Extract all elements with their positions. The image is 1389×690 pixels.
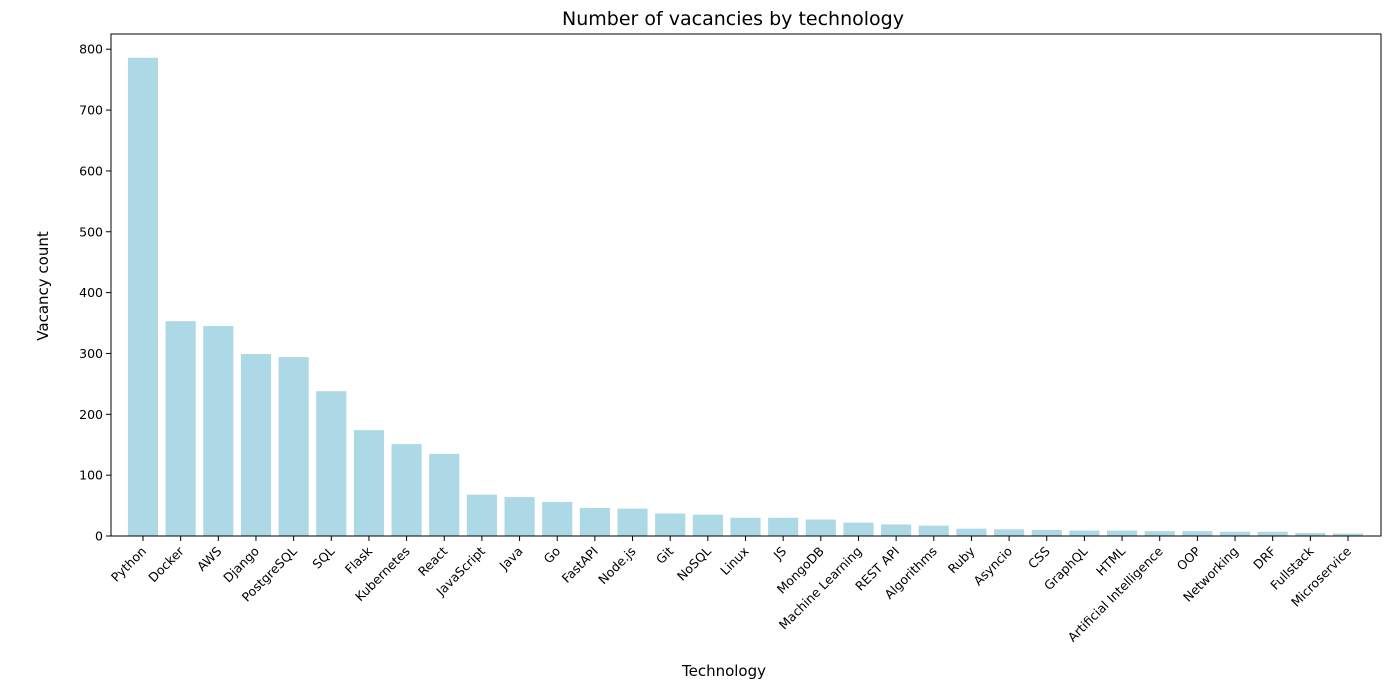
x-tick-label: Node.js: [595, 544, 639, 588]
y-tick-label: 700: [79, 103, 103, 118]
bar-ruby: [956, 528, 987, 536]
bar-flask: [353, 430, 384, 536]
bar-nosql: [692, 514, 723, 536]
x-tick-label: React: [415, 543, 451, 579]
x-tick-label: NoSQL: [674, 543, 714, 583]
y-axis-title: Vacancy count: [34, 231, 52, 341]
bar-js: [768, 517, 799, 536]
y-tick-label: 600: [79, 163, 103, 178]
bar-graphql: [1069, 530, 1100, 536]
chart-title: Number of vacancies by technology: [562, 8, 904, 30]
y-tick-label: 800: [79, 42, 103, 57]
x-tick-label: FastAPI: [559, 544, 601, 586]
x-tick-label: Asyncio: [970, 544, 1015, 589]
x-tick-label: Git: [653, 543, 676, 566]
bar-oop: [1182, 531, 1213, 536]
bar-python: [127, 57, 159, 537]
y-tick-label: 300: [79, 346, 103, 361]
x-axis-title: Technology: [681, 662, 766, 680]
x-tick-label: Java: [496, 544, 526, 574]
x-tick-label: Flask: [342, 543, 376, 577]
x-tick-label: Linux: [717, 544, 751, 578]
bar-linux: [730, 517, 761, 536]
x-tick-label: Go: [540, 544, 563, 567]
x-tick-label: SQL: [309, 543, 337, 571]
x-tick-label: Docker: [145, 543, 187, 585]
bar-drf: [1257, 531, 1288, 536]
x-tick-label: OOP: [1174, 543, 1204, 573]
bar-mongodb: [805, 519, 836, 536]
bar-css: [1031, 529, 1062, 536]
bar-html: [1107, 530, 1138, 536]
x-tick-label: CSS: [1025, 543, 1053, 571]
y-axis: 0 100 200 300 400 500 600 700 800: [79, 42, 111, 544]
bar-docker: [165, 321, 196, 536]
bar-react: [429, 453, 460, 536]
bar-git: [655, 513, 686, 536]
bar-rest-api: [881, 524, 912, 536]
bar-postgresql: [278, 357, 309, 536]
bar-fastapi: [579, 508, 610, 536]
bar-fullstack: [1295, 532, 1326, 536]
bar-microservice: [1332, 533, 1364, 536]
x-tick-label: AWS: [194, 543, 225, 574]
y-tick-label: 400: [79, 285, 103, 300]
x-tick-label: Ruby: [945, 543, 978, 576]
bar-asyncio: [994, 529, 1025, 536]
bar-artificial-intelligence: [1144, 531, 1175, 536]
bar-aws: [203, 326, 234, 536]
bar-algorithms: [918, 525, 949, 536]
x-tick-label: JS: [770, 543, 790, 563]
bar-node-js: [617, 508, 648, 536]
y-tick-label: 500: [79, 224, 103, 239]
bar-machine-learning: [843, 522, 874, 536]
x-tick-label: HTML: [1093, 543, 1128, 578]
bars-group: [127, 57, 1364, 537]
bar-java: [504, 497, 535, 536]
x-tick-label: DRF: [1250, 544, 1279, 573]
x-tick-label: Python: [108, 544, 149, 585]
bar-sql: [316, 391, 347, 536]
bar-javascript: [466, 494, 497, 536]
y-tick-label: 200: [79, 407, 103, 422]
y-tick-label: 100: [79, 468, 103, 483]
bar-kubernetes: [391, 444, 422, 536]
bar-django: [240, 354, 272, 536]
bar-networking: [1219, 531, 1251, 536]
bar-go: [542, 501, 573, 536]
y-tick-label: 0: [95, 529, 103, 544]
